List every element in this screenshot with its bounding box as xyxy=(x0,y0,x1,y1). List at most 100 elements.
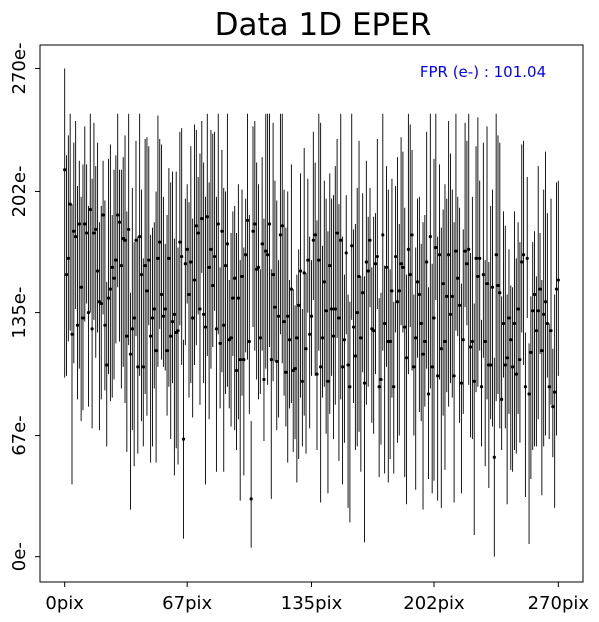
data-point xyxy=(123,238,127,242)
data-point xyxy=(331,334,336,338)
data-point xyxy=(280,224,284,228)
data-point xyxy=(99,301,103,306)
data-point xyxy=(395,300,400,304)
data-point xyxy=(152,307,156,311)
data-point xyxy=(163,307,167,311)
data-point xyxy=(108,287,112,291)
data-point xyxy=(114,258,118,262)
data-point xyxy=(516,307,520,311)
data-point xyxy=(223,263,228,268)
data-point xyxy=(309,314,314,318)
data-point xyxy=(141,365,145,369)
data-point xyxy=(381,233,385,237)
data-point xyxy=(383,321,387,326)
data-point xyxy=(468,345,473,349)
data-point xyxy=(523,385,528,389)
data-point xyxy=(207,265,211,269)
fpr-annotation: FPR (e-) : 101.04 xyxy=(420,63,546,81)
data-point xyxy=(434,245,438,250)
data-point xyxy=(342,338,347,342)
data-point xyxy=(282,320,286,324)
data-point xyxy=(388,339,392,344)
data-point xyxy=(116,213,120,217)
data-point xyxy=(256,265,261,269)
data-point xyxy=(403,325,407,329)
data-point xyxy=(553,390,557,394)
data-point xyxy=(447,253,451,257)
y-tick-label: 270e- xyxy=(9,43,30,95)
data-point xyxy=(297,303,301,307)
data-point xyxy=(543,300,548,304)
data-point xyxy=(459,381,464,385)
data-point xyxy=(238,358,242,362)
data-point xyxy=(132,316,136,320)
data-point xyxy=(125,334,129,338)
data-point xyxy=(194,224,198,228)
data-point xyxy=(178,240,182,244)
data-point xyxy=(397,289,401,293)
data-point xyxy=(86,310,91,315)
data-point xyxy=(494,253,498,257)
data-point xyxy=(205,215,209,219)
data-point xyxy=(94,227,98,232)
data-point xyxy=(527,392,531,396)
data-point xyxy=(426,392,431,396)
data-point xyxy=(200,216,204,221)
data-point xyxy=(330,307,334,311)
data-point xyxy=(293,367,297,371)
data-point xyxy=(192,278,197,282)
data-point xyxy=(229,336,233,340)
data-point xyxy=(308,332,312,336)
data-point xyxy=(556,278,560,282)
data-point xyxy=(170,320,175,324)
data-point xyxy=(284,370,288,374)
data-point xyxy=(198,307,202,311)
data-point xyxy=(410,233,414,237)
data-point xyxy=(72,229,76,233)
data-point xyxy=(92,231,96,235)
data-point xyxy=(448,312,453,317)
data-point xyxy=(507,316,511,320)
data-point xyxy=(481,273,485,277)
data-point xyxy=(328,263,332,268)
data-point xyxy=(234,368,239,373)
x-tick-label: 0pix xyxy=(45,593,84,614)
data-point xyxy=(432,316,436,320)
data-point xyxy=(465,262,469,266)
data-point xyxy=(139,273,144,277)
data-point xyxy=(203,325,208,329)
data-point xyxy=(300,379,304,383)
data-point xyxy=(278,233,283,237)
x-tick-label: 270pix xyxy=(528,593,590,614)
data-point xyxy=(317,258,321,262)
data-point xyxy=(81,316,85,320)
data-point xyxy=(549,329,553,333)
data-point xyxy=(428,235,432,239)
data-point xyxy=(251,229,255,233)
data-point xyxy=(211,283,215,288)
data-point xyxy=(529,350,533,354)
data-point xyxy=(319,365,323,369)
y-tick-label: 202e- xyxy=(9,165,30,217)
x-tick-label: 67pix xyxy=(162,593,212,614)
data-point xyxy=(311,238,315,242)
data-point xyxy=(161,314,166,318)
data-point xyxy=(534,329,538,333)
data-point xyxy=(532,292,537,297)
data-point xyxy=(467,247,471,251)
data-point xyxy=(366,269,370,273)
data-point xyxy=(244,253,248,257)
data-point xyxy=(70,332,74,336)
data-point xyxy=(191,316,195,320)
data-point xyxy=(231,296,235,300)
data-point xyxy=(85,231,89,235)
data-point xyxy=(419,321,423,326)
data-point xyxy=(350,244,354,248)
x-tick-label: 135pix xyxy=(281,593,343,614)
data-point xyxy=(320,336,325,340)
data-point xyxy=(302,271,306,275)
data-point xyxy=(423,339,427,344)
data-point xyxy=(202,312,206,317)
data-point xyxy=(304,347,308,351)
data-point xyxy=(337,316,341,320)
